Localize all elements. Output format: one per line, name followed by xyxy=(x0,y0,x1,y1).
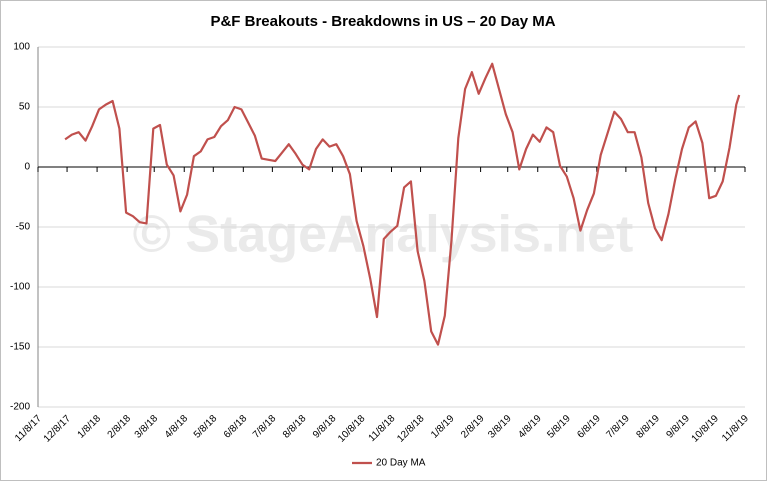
chart-title: P&F Breakouts - Breakdowns in US – 20 Da… xyxy=(210,13,555,30)
y-tick-label: 100 xyxy=(13,42,30,53)
y-tick-label: -150 xyxy=(10,342,30,353)
y-tick-label: -100 xyxy=(10,282,30,293)
y-tick-label: 50 xyxy=(19,102,31,113)
legend-label: 20 Day MA xyxy=(376,458,426,469)
y-tick-label: 0 xyxy=(24,162,30,173)
y-tick-label: -200 xyxy=(10,402,30,413)
series-line xyxy=(64,62,741,346)
y-tick-label: -50 xyxy=(16,222,31,233)
